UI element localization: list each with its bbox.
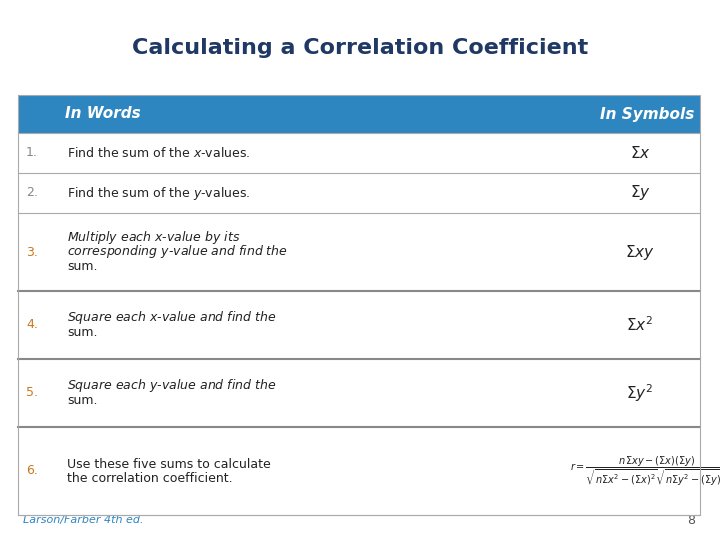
- FancyBboxPatch shape: [18, 95, 700, 133]
- Text: 8: 8: [687, 514, 695, 526]
- Text: 2.: 2.: [26, 186, 38, 199]
- Text: Find the sum of the $y$-values.: Find the sum of the $y$-values.: [67, 185, 251, 201]
- Text: Find the sum of the $x$-values.: Find the sum of the $x$-values.: [67, 146, 251, 160]
- Text: Larson/Farber 4th ed.: Larson/Farber 4th ed.: [23, 515, 143, 525]
- Text: sum.: sum.: [67, 260, 97, 273]
- Text: $\Sigma xy$: $\Sigma xy$: [625, 242, 655, 261]
- Text: Use these five sums to calculate: Use these five sums to calculate: [67, 457, 271, 470]
- Text: sum.: sum.: [67, 326, 97, 339]
- Text: 6.: 6.: [26, 464, 38, 477]
- Text: $\Sigma y$: $\Sigma y$: [629, 184, 650, 202]
- Text: 5.: 5.: [26, 387, 38, 400]
- Text: $\Sigma x^2$: $\Sigma x^2$: [626, 316, 654, 334]
- Text: 4.: 4.: [26, 319, 38, 332]
- Text: Calculating a Correlation Coefficient: Calculating a Correlation Coefficient: [132, 38, 588, 58]
- Text: sum.: sum.: [67, 394, 97, 407]
- Text: $\Sigma y^2$: $\Sigma y^2$: [626, 382, 654, 404]
- Text: Multiply each $x$-value by its: Multiply each $x$-value by its: [67, 230, 240, 246]
- Text: In Words: In Words: [65, 106, 140, 122]
- Text: In Symbols: In Symbols: [600, 106, 694, 122]
- Text: 1.: 1.: [26, 146, 38, 159]
- Text: $\Sigma x$: $\Sigma x$: [629, 145, 650, 161]
- Text: $r = \dfrac{n\Sigma xy - (\Sigma x)(\Sigma y)}{\sqrt{n\Sigma x^2 - (\Sigma x)^2}: $r = \dfrac{n\Sigma xy - (\Sigma x)(\Sig…: [570, 454, 720, 488]
- Text: 3.: 3.: [26, 246, 38, 259]
- Text: Square each $y$-value and find the: Square each $y$-value and find the: [67, 377, 276, 395]
- Text: the correlation coefficient.: the correlation coefficient.: [67, 471, 233, 484]
- Text: corresponding $y$-value and find the: corresponding $y$-value and find the: [67, 244, 288, 260]
- Text: Square each $x$-value and find the: Square each $x$-value and find the: [67, 309, 276, 327]
